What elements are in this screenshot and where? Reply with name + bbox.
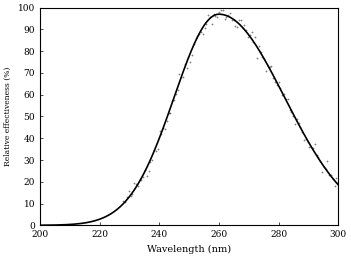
- Y-axis label: Relative effectiveness (%): Relative effectiveness (%): [4, 67, 12, 166]
- X-axis label: Wavelength (nm): Wavelength (nm): [147, 245, 231, 254]
